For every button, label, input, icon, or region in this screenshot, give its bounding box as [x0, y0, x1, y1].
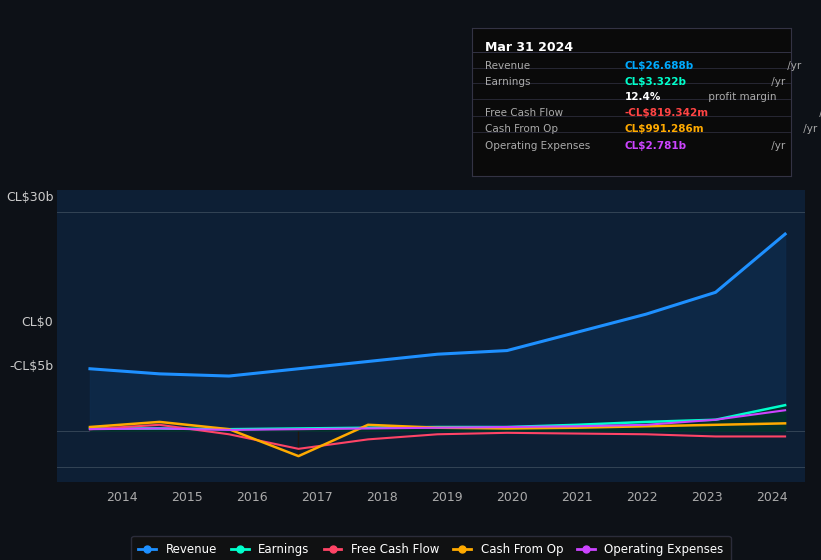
Text: Mar 31 2024: Mar 31 2024	[485, 41, 573, 54]
Text: 12.4%: 12.4%	[625, 92, 662, 102]
Text: -CL$5b: -CL$5b	[9, 360, 53, 374]
Text: Earnings: Earnings	[485, 77, 530, 87]
Text: CL$991.286m: CL$991.286m	[625, 124, 704, 134]
Text: /yr: /yr	[768, 141, 786, 151]
Text: profit margin: profit margin	[704, 92, 776, 102]
Text: Cash From Op: Cash From Op	[485, 124, 557, 134]
Text: /yr: /yr	[800, 124, 818, 134]
Text: CL$0: CL$0	[21, 315, 53, 329]
Text: /yr: /yr	[816, 108, 821, 118]
Legend: Revenue, Earnings, Free Cash Flow, Cash From Op, Operating Expenses: Revenue, Earnings, Free Cash Flow, Cash …	[131, 536, 731, 560]
Text: Operating Expenses: Operating Expenses	[485, 141, 590, 151]
Text: CL$2.781b: CL$2.781b	[625, 141, 687, 151]
Text: CL$3.322b: CL$3.322b	[625, 77, 687, 87]
Text: CL$26.688b: CL$26.688b	[625, 60, 695, 71]
Text: -CL$819.342m: -CL$819.342m	[625, 108, 709, 118]
Text: Free Cash Flow: Free Cash Flow	[485, 108, 563, 118]
Text: CL$30b: CL$30b	[6, 190, 53, 204]
Text: /yr: /yr	[784, 60, 801, 71]
Text: Revenue: Revenue	[485, 60, 530, 71]
Text: /yr: /yr	[768, 77, 786, 87]
